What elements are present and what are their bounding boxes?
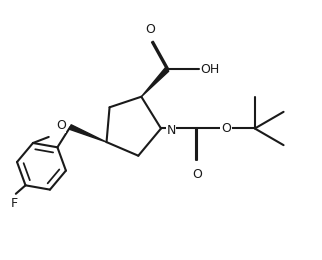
Text: F: F	[11, 197, 18, 210]
Polygon shape	[69, 125, 107, 142]
Text: OH: OH	[200, 63, 220, 76]
Polygon shape	[141, 68, 169, 97]
Text: O: O	[146, 23, 155, 36]
Text: O: O	[56, 119, 66, 132]
Text: O: O	[221, 122, 231, 135]
Text: N: N	[166, 124, 176, 136]
Text: O: O	[192, 168, 202, 181]
